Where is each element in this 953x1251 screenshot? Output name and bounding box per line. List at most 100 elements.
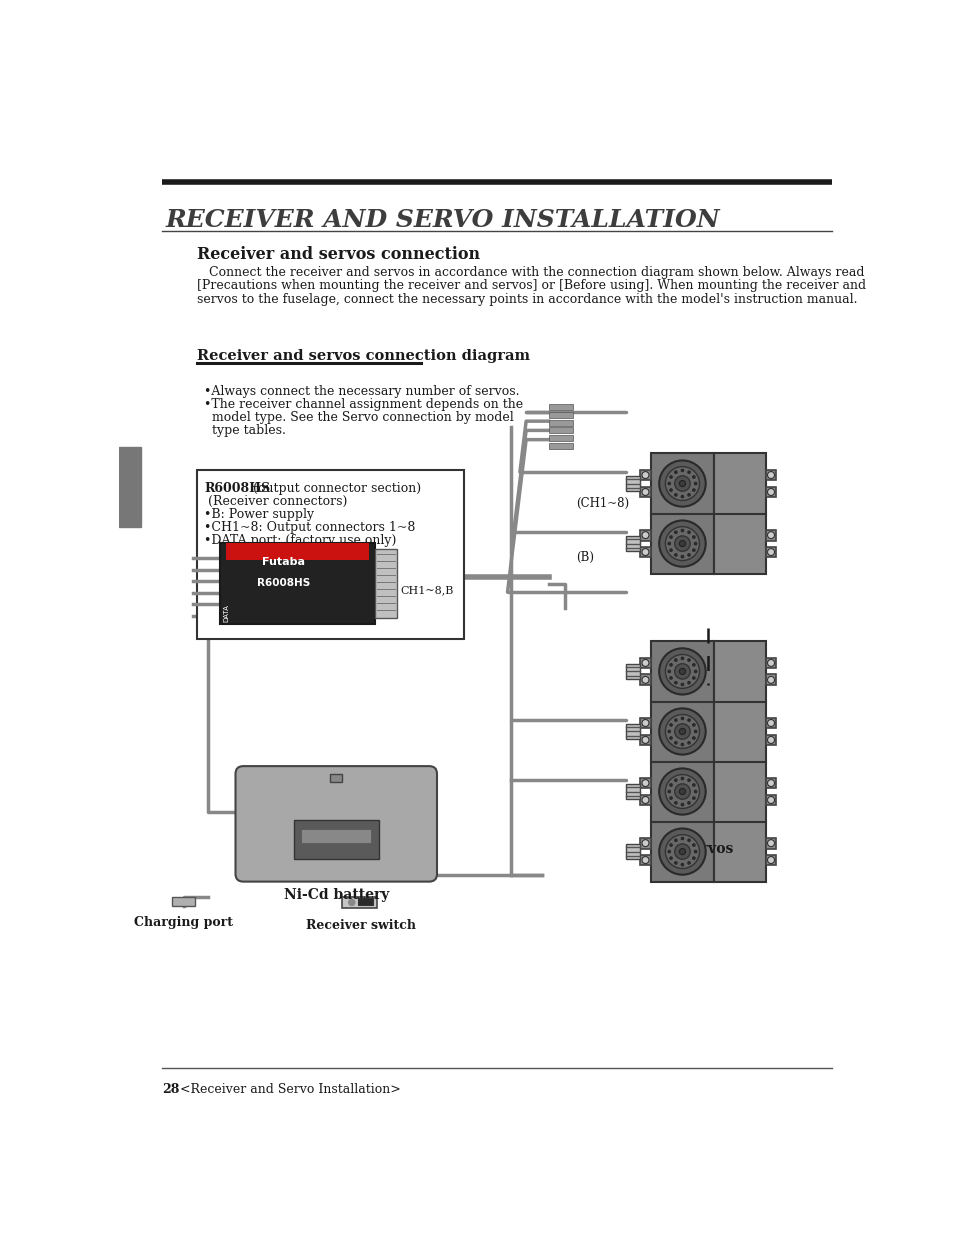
Circle shape	[694, 791, 696, 793]
Bar	[765, 674, 776, 686]
Circle shape	[674, 719, 677, 722]
Circle shape	[692, 549, 695, 552]
Circle shape	[687, 682, 689, 684]
Text: •Always connect the necessary number of servos.: •Always connect the necessary number of …	[204, 385, 519, 398]
Bar	[549, 412, 572, 418]
Circle shape	[694, 851, 696, 853]
Bar	[650, 641, 713, 702]
Circle shape	[680, 743, 683, 746]
Text: R6008HS: R6008HS	[256, 578, 310, 588]
Bar	[639, 487, 650, 498]
Circle shape	[687, 719, 689, 722]
Text: <Receiver and Servo Installation>: <Receiver and Servo Installation>	[175, 1083, 400, 1096]
Bar	[639, 838, 650, 848]
Circle shape	[641, 532, 648, 539]
Bar	[639, 718, 650, 728]
Bar	[625, 724, 639, 739]
Bar	[549, 435, 572, 442]
Circle shape	[659, 828, 705, 874]
Bar	[196, 469, 464, 639]
Circle shape	[680, 495, 683, 498]
Circle shape	[674, 742, 677, 744]
Circle shape	[680, 717, 683, 719]
Bar	[650, 821, 713, 882]
Circle shape	[659, 648, 705, 694]
Circle shape	[692, 535, 695, 538]
Bar	[625, 475, 639, 492]
Bar	[220, 543, 375, 624]
Circle shape	[687, 779, 689, 782]
Bar	[301, 829, 371, 843]
Circle shape	[694, 483, 696, 484]
Text: (Receiver connectors): (Receiver connectors)	[204, 495, 348, 508]
Circle shape	[664, 834, 699, 868]
Bar	[625, 784, 639, 799]
Circle shape	[669, 844, 672, 846]
Circle shape	[687, 862, 689, 864]
Circle shape	[641, 472, 648, 479]
Circle shape	[641, 797, 648, 803]
Bar	[549, 443, 572, 449]
Circle shape	[679, 788, 685, 794]
Bar	[765, 469, 776, 480]
Text: (CH1~8): (CH1~8)	[576, 497, 629, 509]
Circle shape	[664, 527, 699, 560]
Bar	[765, 794, 776, 806]
Circle shape	[692, 844, 695, 846]
Circle shape	[667, 731, 670, 733]
Circle shape	[674, 839, 677, 842]
Circle shape	[680, 777, 683, 779]
Bar	[549, 419, 572, 425]
Bar	[713, 513, 765, 574]
Circle shape	[767, 659, 774, 667]
Text: Futaba: Futaba	[262, 557, 305, 567]
Bar	[625, 844, 639, 859]
Text: •DATA port: (factory use only): •DATA port: (factory use only)	[204, 534, 396, 548]
Circle shape	[664, 654, 699, 688]
Circle shape	[641, 737, 648, 743]
Circle shape	[674, 535, 689, 552]
Text: Servos: Servos	[681, 842, 733, 856]
Bar	[639, 794, 650, 806]
Circle shape	[679, 668, 685, 674]
Bar	[226, 543, 369, 559]
Circle shape	[674, 784, 689, 799]
Text: Charging port: Charging port	[134, 916, 233, 929]
Circle shape	[641, 549, 648, 555]
Text: 28: 28	[162, 1083, 179, 1096]
Circle shape	[669, 549, 672, 552]
Circle shape	[692, 664, 695, 666]
Circle shape	[667, 851, 670, 853]
Circle shape	[692, 857, 695, 859]
Bar	[713, 761, 765, 822]
Text: type tables.: type tables.	[204, 424, 286, 438]
Bar	[765, 529, 776, 540]
Circle shape	[641, 677, 648, 683]
Bar	[639, 469, 650, 480]
Bar	[639, 658, 650, 668]
Circle shape	[659, 768, 705, 814]
Circle shape	[679, 540, 685, 547]
Bar	[639, 734, 650, 746]
Bar	[650, 453, 713, 514]
Text: model type. See the Servo connection by model: model type. See the Servo connection by …	[204, 412, 514, 424]
Bar	[765, 547, 776, 558]
Text: Connect the receiver and servos in accordance with the connection diagram shown : Connect the receiver and servos in accor…	[196, 265, 863, 279]
Circle shape	[669, 797, 672, 799]
Circle shape	[687, 532, 689, 533]
Circle shape	[692, 737, 695, 739]
Circle shape	[669, 489, 672, 492]
Circle shape	[680, 837, 683, 839]
Bar	[549, 428, 572, 434]
Bar	[639, 529, 650, 540]
Circle shape	[767, 779, 774, 787]
Circle shape	[694, 731, 696, 733]
Text: (B): (B)	[576, 550, 594, 563]
Bar	[294, 819, 378, 858]
Bar	[650, 761, 713, 822]
Circle shape	[692, 797, 695, 799]
Circle shape	[687, 742, 689, 744]
Text: Receiver and servos connection diagram: Receiver and servos connection diagram	[196, 349, 529, 363]
Circle shape	[641, 719, 648, 727]
Circle shape	[687, 472, 689, 473]
